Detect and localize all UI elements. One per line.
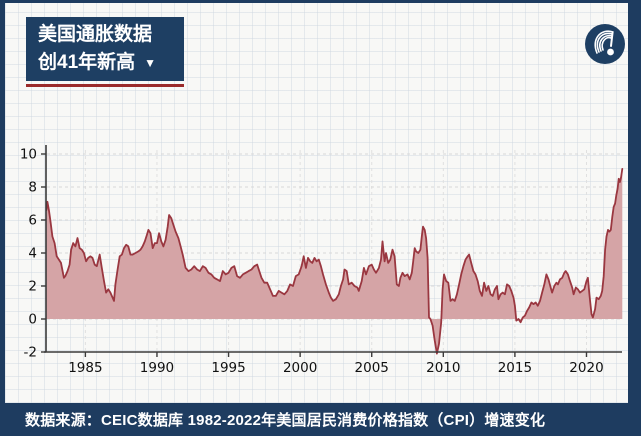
x-tick-label: 2010 [426, 360, 460, 376]
source-bar: 数据来源：CEIC数据库 1982-2022年美国居民消费价格指数（CPI）增速… [0, 403, 641, 436]
x-tick-label: 2000 [283, 360, 317, 376]
x-tick-label: 2020 [569, 360, 603, 376]
title-line-2: 创41年新高 [38, 52, 136, 73]
source-text: 数据来源：CEIC数据库 1982-2022年美国居民消费价格指数（CPI）增速… [25, 412, 546, 429]
x-tick-label: 1995 [211, 360, 245, 376]
cpi-area-chart: -2 0 2 4 6 8 10 1985 1990 1995 2000 2005 2010 2015 202… [20, 145, 624, 376]
x-tick-label: 2015 [498, 360, 532, 376]
title-underline [26, 84, 184, 87]
title-badge[interactable]: 美国通胀数据 创41年新高 ▼ [26, 17, 184, 81]
y-tick-label: 2 [28, 279, 37, 295]
title-line-1: 美国通胀数据 [38, 24, 153, 45]
y-tick-label: -2 [24, 345, 37, 361]
chart-line [45, 168, 624, 355]
y-tick-label: 10 [20, 147, 37, 163]
brand-logo-icon [585, 24, 625, 64]
x-tick-label: 1990 [140, 360, 174, 376]
chart-area-fill [46, 168, 623, 354]
x-tick-label: 2005 [355, 360, 389, 376]
y-tick-label: 0 [28, 312, 37, 328]
y-tick-label: 6 [28, 213, 37, 229]
y-tick-label: 8 [28, 180, 37, 196]
x-tick-label: 1985 [68, 360, 102, 376]
dropdown-arrow-icon: ▼ [144, 56, 157, 70]
y-tick-label: 4 [28, 246, 37, 262]
